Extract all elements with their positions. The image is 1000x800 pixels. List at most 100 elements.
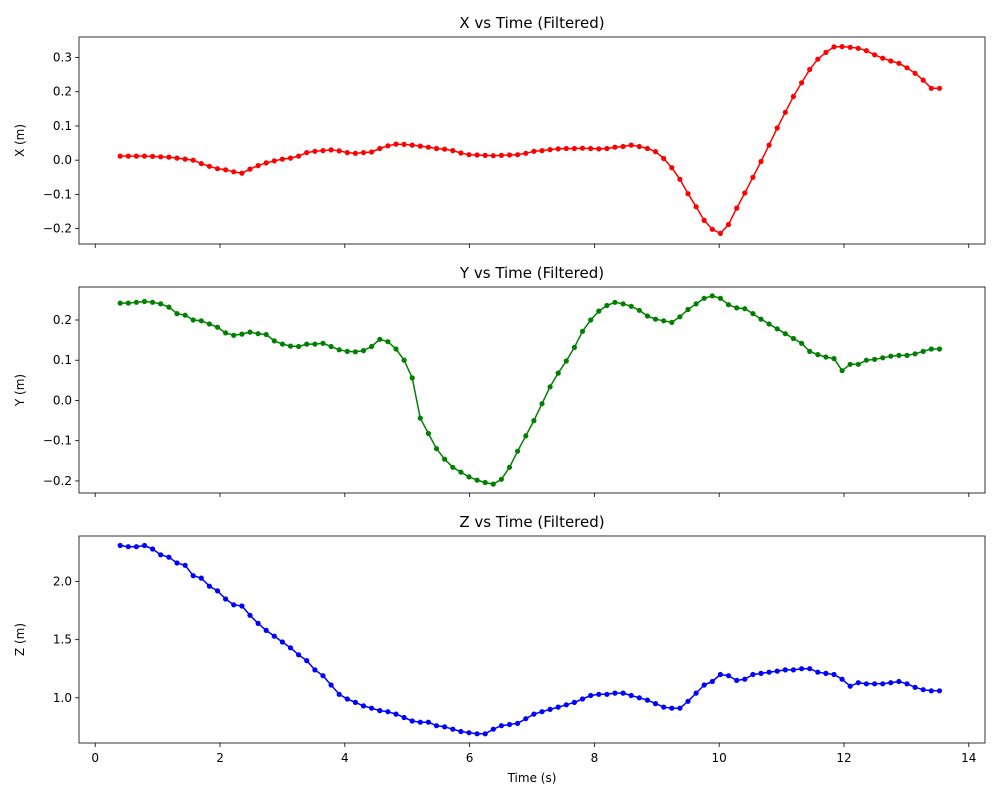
data-point [263,160,269,166]
data-point [855,680,861,686]
data-point [669,705,675,711]
data-point [401,714,407,721]
data-point [920,77,926,83]
data-point [750,311,756,317]
data-point [636,143,642,150]
data-point [872,681,878,687]
data-point [563,702,569,708]
data-point [239,170,245,176]
data-point [190,573,196,579]
data-point [725,302,732,308]
data-point [620,690,626,696]
data-point [628,303,634,309]
data-point [644,313,651,319]
data-point [685,191,691,197]
data-point [612,690,618,696]
y-tick-label: 0.0 [53,393,72,407]
data-point [596,308,602,314]
data-point [336,148,342,154]
data-point [490,153,496,159]
data-point [320,673,326,679]
data-point [425,719,431,725]
data-point [458,469,464,475]
data-point [206,583,212,589]
data-point [872,52,878,58]
data-point [628,142,634,148]
data-point [304,150,310,156]
data-point [214,166,221,172]
y-tick-label: 2.0 [53,575,72,589]
data-point [677,705,683,711]
data-point [150,299,156,305]
data-point [247,612,253,618]
data-point [385,339,391,345]
data-point [474,477,480,483]
data-point [214,324,221,330]
x-axis-label: Time (s) [507,771,557,785]
data-point [539,148,545,154]
data-point [904,352,910,358]
data-point [920,348,926,354]
data-point [807,666,813,672]
data-point [523,716,529,722]
data-point [571,699,578,706]
data-point [377,708,383,714]
data-point [360,348,367,354]
data-point [442,146,448,152]
data-point [774,326,780,332]
data-point [506,721,513,728]
data-point [133,299,139,305]
data-point [352,699,358,706]
data-point [766,669,772,675]
data-point [312,667,318,673]
data-point [401,141,407,147]
data-point [133,544,139,550]
data-point [888,353,894,359]
data-point [182,156,188,162]
data-point [360,150,367,156]
data-point [782,109,788,115]
y-tick-label: 0.3 [53,51,72,65]
data-point [677,176,683,182]
data-point [385,709,391,715]
data-point [823,670,829,677]
data-point [734,677,740,684]
data-point [450,464,456,470]
data-point [490,726,496,732]
data-point [231,332,237,338]
data-point [693,204,699,210]
data-point [150,153,156,159]
data-point [628,692,634,699]
data-point [515,448,521,454]
data-point [223,330,229,336]
data-point [141,153,148,159]
data-point [928,85,934,91]
x-tick-label: 2 [216,751,224,765]
data-point [433,145,440,152]
data-point [928,688,934,694]
data-point [304,341,310,347]
data-point [604,302,610,309]
x-tick-label: 4 [341,751,349,765]
data-point [588,317,594,323]
data-point [190,317,196,323]
data-point [287,645,294,651]
data-point [352,349,358,355]
data-point [936,85,943,91]
data-point [701,295,707,301]
data-point [685,306,691,313]
data-point [855,361,861,367]
data-point [652,316,659,322]
data-point [847,683,853,689]
data-point [555,146,561,152]
data-point [401,357,407,363]
data-point [166,304,172,310]
data-point [190,157,196,163]
data-point [904,65,910,71]
data-point [344,348,350,354]
data-point [231,602,237,608]
data-point [579,328,586,334]
data-point [474,731,480,737]
data-point [409,375,415,381]
data-point [863,681,870,687]
